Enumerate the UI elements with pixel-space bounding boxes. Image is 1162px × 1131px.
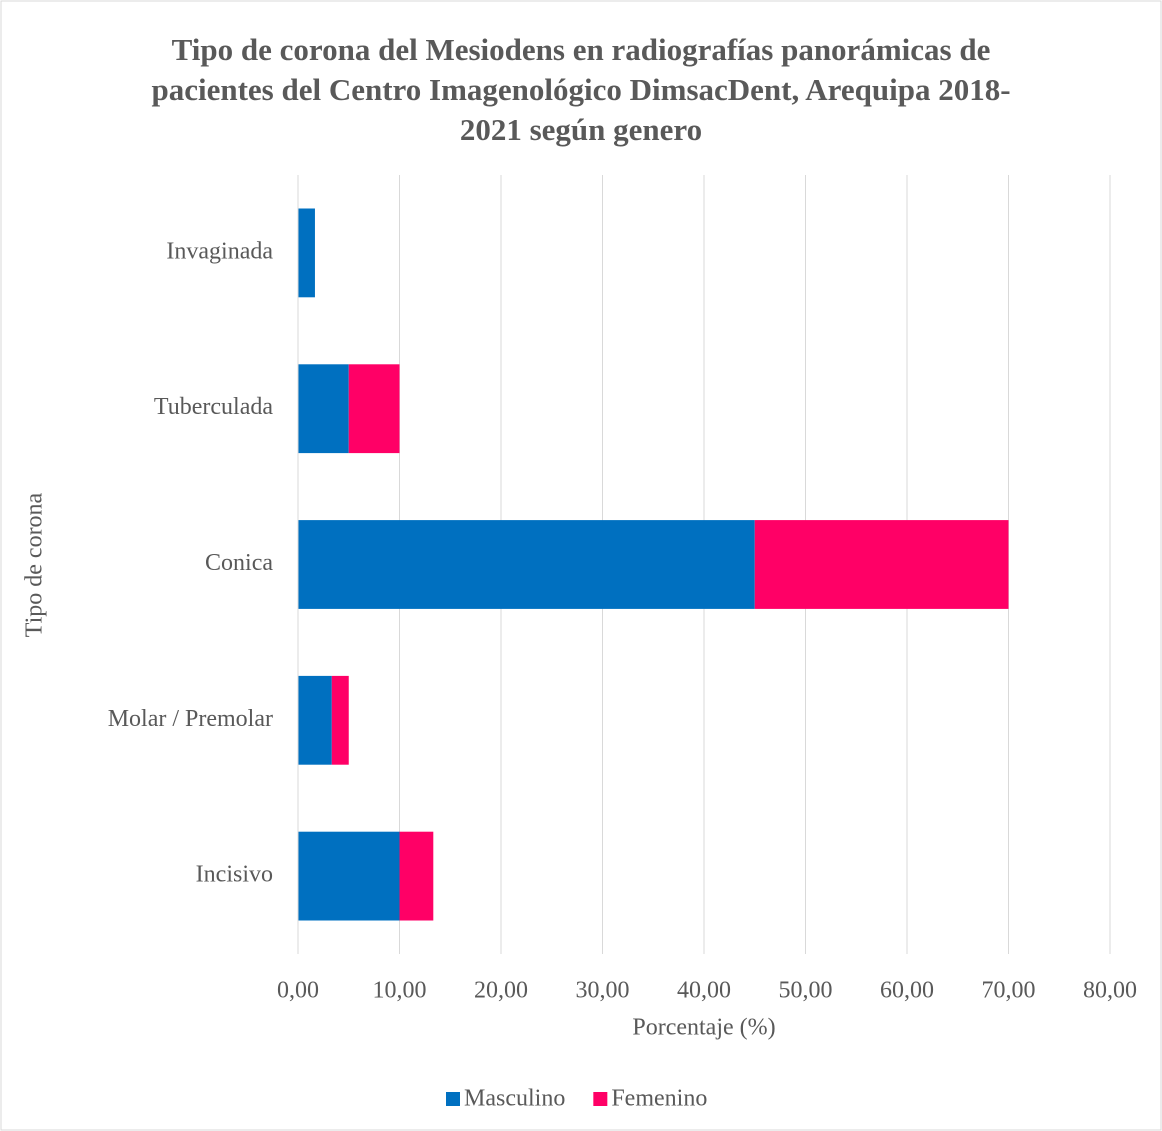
- x-tick-label: 10,00: [373, 978, 427, 1004]
- x-tick-label: 80,00: [1083, 978, 1137, 1004]
- bar: [331, 675, 349, 765]
- legend-label: Femenino: [611, 1086, 707, 1112]
- y-tick-label: Molar / Premolar: [108, 706, 273, 732]
- bar: [298, 364, 349, 454]
- bar: [348, 364, 400, 454]
- x-tick-label: 20,00: [474, 978, 528, 1004]
- x-tick-label: 60,00: [880, 978, 934, 1004]
- bar: [754, 520, 1009, 609]
- chart-title: Tipo de corona del Mesiodens en radiogra…: [151, 32, 1011, 147]
- y-tick-label: Tuberculada: [154, 394, 273, 420]
- bar: [298, 675, 332, 765]
- bar: [298, 831, 400, 921]
- y-tick-label: Conica: [205, 550, 273, 576]
- x-tick-label: 70,00: [982, 978, 1036, 1004]
- x-tick-label: 0,00: [277, 978, 319, 1004]
- y-tick-label: Incisivo: [196, 862, 273, 888]
- x-tick-label: 40,00: [677, 978, 731, 1004]
- y-axis-label: Tipo de corona: [22, 492, 48, 637]
- legend-swatch: [446, 1092, 460, 1106]
- x-tick-label: 50,00: [779, 978, 833, 1004]
- x-axis-label: Porcentaje (%): [632, 1015, 775, 1041]
- legend-label: Masculino: [464, 1086, 565, 1112]
- bar: [399, 831, 434, 921]
- bar: [298, 208, 315, 298]
- legend-swatch: [593, 1092, 608, 1106]
- x-tick-label: 30,00: [576, 978, 630, 1004]
- bar: [298, 520, 755, 609]
- y-tick-label: Invaginada: [166, 238, 273, 264]
